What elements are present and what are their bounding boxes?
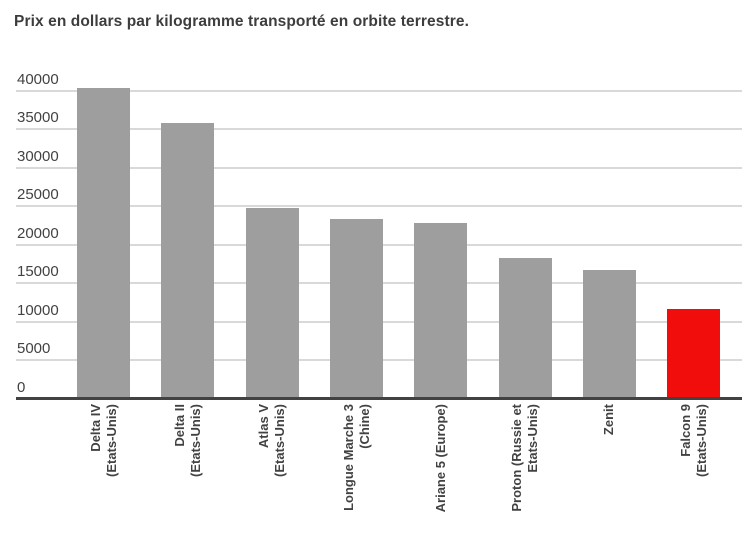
x-category-label: Delta IV (Etats-Unis) [88, 404, 120, 524]
x-category-label: Proton (Russie et Etats-Unis) [509, 404, 541, 524]
x-category-label-line: (Etats-Unis) [103, 404, 119, 477]
bar-ariane-5-europe [414, 223, 468, 399]
x-category-label-line: Etats-Unis) [525, 404, 541, 473]
x-category-label-line: (Chine) [356, 404, 372, 449]
x-category-label-line: Atlas V [256, 404, 272, 449]
x-category-label-line: Falcon 9 [677, 404, 693, 457]
x-category-label: Delta II (Etats-Unis) [172, 404, 204, 524]
x-category-label: Zenit [601, 404, 617, 524]
x-category-label: Longue Marche 3 (Chine) [341, 404, 373, 524]
y-tick-label-15000: 15000 [17, 263, 59, 281]
gridline-35000 [16, 128, 742, 131]
x-category-label-line: Ariane 5 (Europe) [432, 404, 448, 513]
bar-delta-ii-etats-unis [161, 122, 215, 399]
x-category-label-line: (Etats-Unis) [187, 404, 203, 477]
x-axis-line [16, 397, 742, 400]
x-category-label-line: Delta II [171, 404, 187, 447]
y-tick-label-0: 0 [17, 378, 26, 396]
y-tick-label-40000: 40000 [17, 71, 59, 88]
y-tick-label-25000: 25000 [17, 186, 59, 204]
x-category-label-line: Proton (Russie et [509, 404, 525, 512]
bar-longue-marche-3-chine [330, 219, 383, 399]
chart-title: Prix en dollars par kilogramme transport… [14, 13, 469, 30]
bar-zenit [582, 270, 636, 399]
y-tick-label-35000: 35000 [17, 109, 59, 127]
x-category-label-line: Delta IV [87, 404, 103, 452]
y-tick-label-20000: 20000 [17, 224, 59, 242]
x-category-label: Atlas V (Etats-Unis) [256, 404, 288, 524]
y-tick-label-30000: 30000 [17, 147, 59, 165]
y-tick-label-10000: 10000 [17, 301, 59, 319]
y-tick-label-5000: 5000 [17, 340, 51, 358]
x-category-label: Falcon 9 (Etats-Unis) [678, 404, 710, 524]
bar-atlas-v-etats-unis [245, 207, 299, 399]
x-category-label-line: (Etats-Unis) [272, 404, 288, 477]
gridline-40000 [16, 90, 742, 92]
bar-proton-russie-et-etats-unis [498, 257, 552, 399]
x-category-label-line: Longue Marche 3 [340, 404, 356, 511]
x-category-label: Ariane 5 (Europe) [433, 404, 449, 524]
gridline-25000 [16, 205, 742, 208]
gridline-30000 [16, 166, 742, 169]
bar-delta-iv-etats-unis [77, 87, 131, 399]
x-category-label-line: Zenit [601, 404, 617, 436]
x-category-label-line: (Etats-Unis) [693, 404, 709, 477]
bar-falcon-9-etats-unis [667, 308, 721, 399]
